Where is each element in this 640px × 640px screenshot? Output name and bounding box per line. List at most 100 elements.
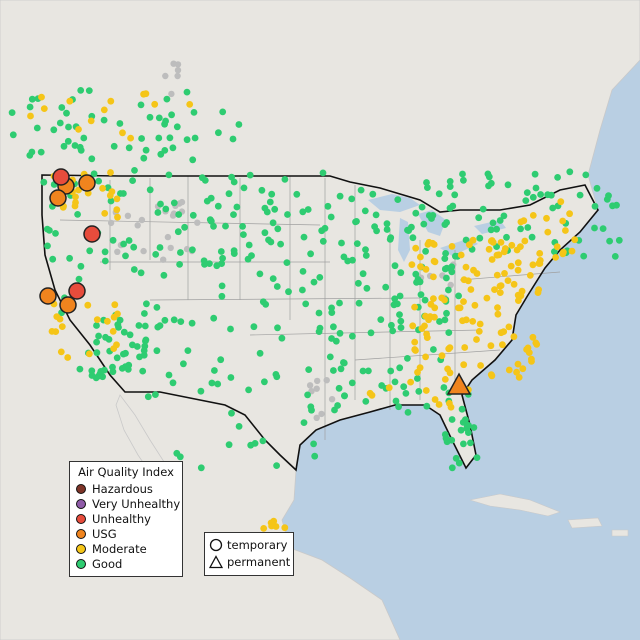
monitor-marker[interactable]	[278, 334, 286, 342]
monitor-marker[interactable]	[388, 321, 395, 329]
monitor-marker[interactable]	[116, 120, 124, 127]
monitor-marker[interactable]	[120, 328, 128, 336]
monitor-marker[interactable]	[442, 250, 449, 257]
monitor-marker[interactable]	[411, 303, 418, 311]
monitor-marker[interactable]	[494, 310, 502, 318]
monitor-marker[interactable]	[445, 329, 453, 336]
monitor-marker[interactable]	[152, 251, 160, 258]
monitor-marker[interactable]	[27, 112, 34, 120]
monitor-marker[interactable]	[165, 371, 173, 379]
monitor-marker[interactable]	[210, 222, 217, 230]
monitor-marker[interactable]	[365, 367, 372, 375]
monitor-marker[interactable]	[391, 295, 399, 303]
monitor-marker[interactable]	[274, 225, 282, 233]
monitor-marker[interactable]	[160, 256, 167, 263]
monitor-marker[interactable]	[368, 391, 376, 399]
monitor-marker[interactable]	[430, 295, 437, 302]
monitor-marker[interactable]	[330, 323, 337, 331]
monitor-marker[interactable]	[307, 250, 314, 258]
monitor-marker[interactable]	[183, 136, 191, 144]
monitor-marker[interactable]	[599, 225, 607, 233]
monitor-marker[interactable]	[176, 453, 184, 461]
monitor-marker[interactable]	[460, 276, 468, 284]
monitor-marker[interactable]	[246, 171, 254, 179]
monitor-marker[interactable]	[66, 254, 73, 262]
monitor-marker[interactable]	[162, 205, 170, 213]
monitor-marker[interactable]	[517, 225, 524, 233]
monitor-marker[interactable]	[143, 300, 150, 308]
monitor-marker[interactable]	[170, 316, 178, 324]
monitor-marker[interactable]	[229, 135, 237, 143]
monitor-marker[interactable]	[435, 190, 443, 198]
monitor-marker[interactable]	[363, 284, 371, 292]
monitor-marker[interactable]	[515, 374, 523, 381]
monitor-marker[interactable]	[120, 240, 127, 248]
monitor-marker[interactable]	[183, 245, 191, 253]
monitor-marker[interactable]	[174, 67, 182, 74]
monitor-marker[interactable]	[9, 131, 17, 139]
monitor-marker[interactable]	[261, 229, 269, 237]
monitor-marker[interactable]	[392, 397, 400, 405]
monitor-marker[interactable]	[183, 88, 191, 96]
monitor-marker[interactable]	[536, 250, 544, 257]
monitor-marker[interactable]	[318, 410, 325, 418]
monitor-marker[interactable]	[446, 178, 454, 185]
monitor-marker[interactable]	[75, 125, 82, 133]
monitor-marker[interactable]	[427, 300, 435, 308]
monitor-marker[interactable]	[194, 219, 201, 226]
monitor-marker[interactable]	[273, 373, 281, 381]
monitor-marker[interactable]	[58, 323, 66, 330]
monitor-marker[interactable]	[421, 322, 428, 330]
monitor-marker[interactable]	[258, 186, 266, 194]
monitor-marker[interactable]	[455, 304, 462, 312]
monitor-marker[interactable]	[262, 301, 270, 308]
monitor-marker[interactable]	[522, 197, 530, 205]
monitor-marker[interactable]	[175, 211, 183, 218]
monitor-marker[interactable]	[519, 365, 527, 373]
monitor-marker[interactable]	[299, 286, 306, 294]
monitor-marker[interactable]	[85, 87, 93, 94]
monitor-marker[interactable]	[144, 393, 152, 401]
monitor-marker[interactable]	[99, 184, 106, 192]
monitor-marker[interactable]	[214, 380, 222, 388]
monitor-marker[interactable]	[514, 259, 522, 267]
monitor-marker[interactable]	[496, 289, 504, 296]
monitor-marker[interactable]	[266, 198, 274, 206]
monitor-marker[interactable]	[429, 212, 437, 219]
monitor-marker[interactable]	[302, 300, 310, 308]
monitor-marker[interactable]	[146, 113, 154, 121]
monitor-marker[interactable]	[411, 338, 419, 346]
monitor-marker[interactable]	[114, 310, 121, 318]
monitor-marker[interactable]	[389, 327, 397, 335]
monitor-marker[interactable]	[261, 378, 268, 386]
monitor-marker[interactable]	[165, 171, 173, 179]
monitor-marker[interactable]	[361, 207, 369, 215]
monitor-marker[interactable]	[101, 366, 108, 374]
monitor-marker[interactable]	[88, 372, 96, 379]
monitor-marker[interactable]	[58, 104, 66, 111]
monitor-marker[interactable]	[300, 233, 308, 241]
monitor-marker[interactable]	[140, 154, 148, 162]
monitor-marker[interactable]	[46, 227, 53, 234]
monitor-marker[interactable]	[400, 383, 408, 391]
monitor-marker[interactable]	[235, 121, 243, 128]
monitor-marker[interactable]	[281, 176, 289, 183]
monitor-marker[interactable]	[239, 223, 247, 230]
monitor-marker[interactable]	[443, 274, 450, 282]
monitor-marker[interactable]	[332, 337, 340, 345]
monitor-marker[interactable]	[424, 184, 431, 192]
monitor-marker[interactable]	[423, 179, 430, 186]
monitor-marker[interactable]	[501, 270, 508, 277]
monitor-marker[interactable]	[521, 237, 529, 245]
monitor-marker[interactable]	[529, 333, 537, 341]
monitor-marker[interactable]	[247, 441, 255, 449]
monitor-marker[interactable]	[77, 87, 85, 94]
monitor-marker[interactable]	[77, 262, 85, 270]
monitor-marker[interactable]	[101, 248, 109, 256]
monitor-marker[interactable]	[566, 210, 573, 218]
monitor-marker[interactable]	[441, 221, 449, 229]
monitor-marker[interactable]	[508, 241, 516, 249]
monitor-marker[interactable]	[422, 312, 429, 320]
monitor-marker[interactable]	[408, 261, 416, 268]
monitor-marker[interactable]	[475, 328, 483, 335]
